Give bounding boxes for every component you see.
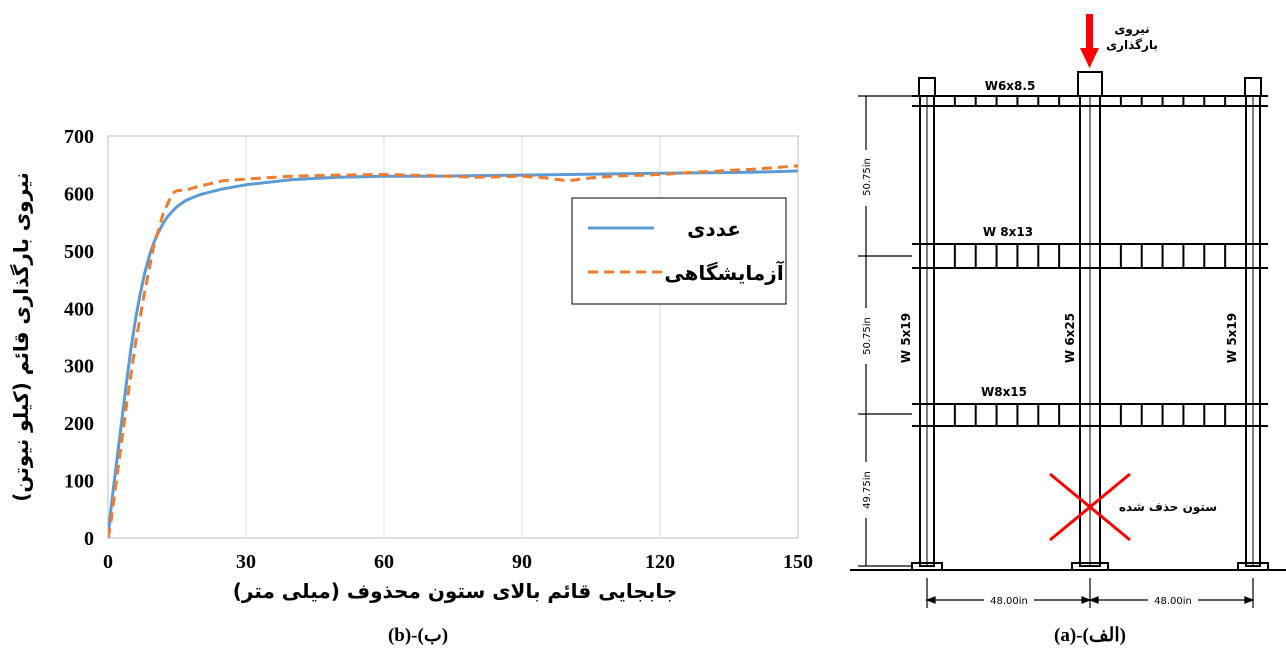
x-tick-label: 150 [783,551,813,573]
x-tick-label: 60 [374,551,394,573]
beam-first-2 [1099,403,1247,427]
column-label-left: W 5x19 [899,313,913,363]
hdim-arrow-2 [1081,596,1092,604]
bay-width-label-bg-2 [1148,594,1198,606]
panel-label-a: (a)-(الف) [1054,625,1126,646]
x-tick-label: 90 [512,551,532,573]
beam-roof-2 [1099,95,1247,107]
y-axis-title: نیروی بارگذاری قائم (کیلو نیوتن) [9,172,33,501]
story-height-label-bg-3 [860,462,872,518]
load-label-line2: بارگذاری [1106,38,1158,52]
legend-label-experimental: آزمایشگاهی [664,260,785,285]
column-right [1237,77,1269,571]
column-label-middle: W 6x25 [1063,313,1077,363]
panel-label-b: (b)-(ب) [388,625,448,646]
chart-panel: 0 30 60 90 120 150 0 100 200 300 400 500 600 700 عدد… [9,126,813,646]
series-line-numerical [108,169,798,538]
bay-width-label-1: 48.00in [990,596,1028,607]
legend-label-numerical: عددی [687,217,741,241]
x-axis-title: جابجایی قائم بالای ستون محذوف (میلی متر) [233,579,678,603]
column-left-cap [918,77,936,97]
beams [912,95,1268,427]
column-left [911,77,943,571]
y-tick-label: 0 [84,528,94,550]
story-height-label-3: 49.75in [862,471,873,509]
cross-stroke-2 [1049,472,1131,542]
hdim-arrow-3 [1088,596,1099,604]
story-height-label-2: 50.75in [862,317,873,355]
column-right-cap [1244,77,1262,97]
bay-width-label-bg-1 [984,594,1034,606]
legend: عددی آزمایشگاهی [571,197,787,305]
beam-label-first: W8x15 [981,385,1027,399]
load-arrow-shaft [1086,14,1093,50]
y-tick-label: 500 [64,241,94,263]
beam-label-roof: W6x8.5 [985,79,1036,93]
load-label-line1: نیروی [1114,22,1149,37]
y-tick-label: 600 [64,183,94,205]
beam-second-2 [1099,243,1247,269]
story-height-label-1: 50.75in [862,158,873,196]
x-tick-label: 30 [236,551,256,573]
column-middle-base [1071,562,1109,571]
series-lines [108,164,798,538]
bay-width-label-2: 48.00in [1154,596,1192,607]
hdim-arrow-1 [925,596,936,604]
plot-area [107,135,799,539]
beam-label-second: W 8x13 [983,225,1033,239]
y-tick-label: 200 [64,413,94,435]
load-arrow-head [1080,48,1099,68]
y-tick-label: 300 [64,356,94,378]
bay-width-labels: 48.00in 48.00in [984,594,1198,607]
story-height-label-bg-2 [860,308,872,364]
legend-box [571,197,787,305]
horizontal-dimension [925,578,1255,608]
y-tick-label: 700 [64,126,94,148]
beam-second-1 [933,243,1081,269]
y-tick-label: 400 [64,298,94,320]
load-arrow [1080,14,1099,68]
story-height-label-bg-1 [860,150,872,206]
removed-column-cross-icon [1049,472,1131,542]
removed-column-label: ستون حذف شده [1119,500,1217,515]
x-tick-labels: 0 30 60 90 120 150 [103,551,813,573]
beam-first-1 [933,403,1081,427]
beam-labels: W6x8.5 W 8x13 W8x15 [981,79,1035,399]
beam-roof-1 [933,95,1081,107]
hdim-arrow-4 [1244,596,1255,604]
story-height-labels: 50.75in 50.75in 49.75in [860,150,873,518]
column-labels: W 5x19 W 6x25 W 5x19 [899,313,1239,363]
x-tick-label: 120 [645,551,675,573]
x-tick-label: 0 [103,551,113,573]
column-middle-cap [1077,71,1103,97]
y-tick-label: 100 [64,471,94,493]
y-tick-labels: 0 100 200 300 400 500 600 700 [64,126,94,550]
column-label-right: W 5x19 [1225,313,1239,363]
column-right-base [1237,562,1269,571]
